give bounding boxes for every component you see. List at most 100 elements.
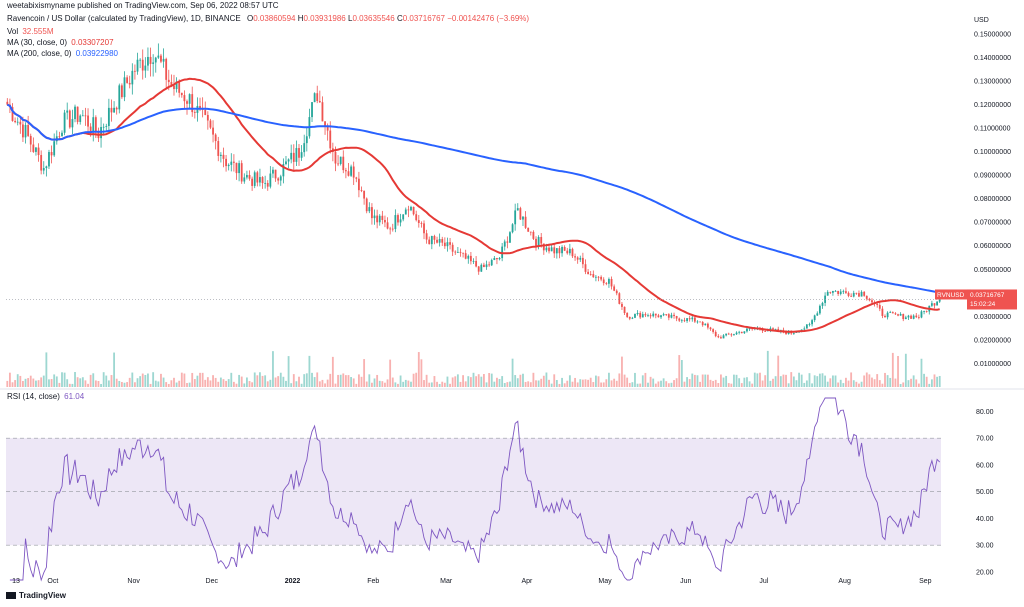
symbol-title[interactable]: Ravencoin / US Dollar (calculated by Tra… — [7, 14, 241, 23]
candle-body — [735, 332, 738, 335]
volume-bar — [488, 373, 491, 387]
candlesticks — [6, 43, 941, 339]
volume-bar — [501, 376, 504, 387]
price-tick-label: 0.15000000 — [974, 31, 1011, 38]
candle-body — [764, 331, 767, 332]
volume-bar — [115, 378, 118, 387]
open-label: O — [246, 14, 254, 23]
volume-bar — [675, 378, 678, 387]
candle-body — [256, 172, 259, 183]
candle-body — [126, 77, 129, 83]
candle-body — [29, 135, 32, 145]
candle-body — [574, 256, 576, 258]
tradingview-logo[interactable]: TradingView — [6, 591, 66, 601]
candle-body — [714, 331, 717, 337]
volume-bar — [483, 374, 485, 387]
candle-body — [532, 231, 535, 239]
volume-bar — [415, 372, 418, 387]
candle-body — [839, 291, 842, 294]
vol-legend[interactable]: Vol 32.555M — [7, 27, 54, 37]
candle-body — [144, 65, 147, 71]
volume-bar — [850, 372, 853, 387]
candle-body — [287, 159, 290, 162]
ma30-legend[interactable]: MA (30, close, 0) 0.03307207 — [7, 38, 114, 48]
volume-bar — [313, 377, 316, 387]
volume-bar — [342, 373, 345, 387]
candle-body — [235, 162, 238, 174]
volume-bar — [714, 379, 717, 387]
date-tick-label: Jul — [759, 578, 768, 585]
volume-bar — [35, 380, 37, 387]
ma200-legend[interactable]: MA (200, close, 0) 0.03922980 — [7, 49, 118, 59]
volume-bar — [709, 379, 712, 387]
volume-bar — [290, 383, 293, 387]
volume-bar — [178, 380, 181, 387]
candle-body — [48, 152, 50, 167]
candle-body — [188, 94, 191, 104]
volume-bar — [248, 381, 251, 387]
low-value: 0.03635546 — [352, 14, 395, 23]
candle-body — [178, 81, 181, 93]
candle-body — [175, 81, 178, 90]
candle-body — [881, 308, 884, 316]
candle-body — [691, 317, 694, 320]
candle-body — [66, 110, 69, 113]
candle-body — [412, 206, 415, 215]
candle-body — [74, 106, 76, 120]
candle-body — [524, 216, 527, 228]
price-tick-label: 0.01000000 — [974, 361, 1011, 368]
volume-bar — [84, 380, 87, 387]
volume-bar — [608, 372, 610, 387]
volume-bar — [246, 377, 248, 387]
candle-body — [410, 206, 412, 211]
candle-body — [847, 292, 850, 296]
candle-body — [397, 215, 399, 223]
candle-body — [496, 257, 498, 260]
candle-body — [425, 233, 428, 240]
date-tick-label: 13 — [12, 578, 20, 585]
volume-bar — [647, 382, 649, 387]
candle-body — [399, 219, 402, 223]
volume-bar — [240, 376, 243, 387]
volume-bar — [597, 376, 600, 387]
volume-bar — [74, 372, 76, 387]
volume-bar — [141, 373, 144, 387]
candle-body — [212, 127, 214, 135]
rsi-legend[interactable]: RSI (14, close) 61.04 — [7, 392, 84, 402]
volume-bar — [45, 352, 48, 387]
volume-bar — [344, 375, 347, 387]
volume-bar — [339, 374, 342, 387]
volume-bar — [89, 374, 92, 387]
candle-body — [261, 177, 264, 184]
volume-bar — [628, 382, 631, 387]
candle-body — [451, 244, 454, 252]
volume-bar — [183, 373, 186, 387]
candle-body — [665, 314, 668, 315]
candle-body — [568, 248, 571, 254]
volume-bar — [217, 381, 220, 387]
volume-bar — [548, 379, 550, 387]
volume-bar — [542, 375, 545, 387]
rsi-tick-label: 40.00 — [976, 516, 994, 523]
volume-bar — [477, 374, 480, 387]
volume-bar — [326, 379, 329, 387]
volume-bar — [230, 372, 233, 387]
candle-body — [209, 120, 212, 128]
volume-bar — [496, 377, 498, 387]
candle-body — [740, 331, 743, 334]
candle-body — [610, 278, 613, 287]
candle-body — [621, 303, 623, 307]
volume-bar — [792, 376, 795, 387]
vol-label: Vol — [7, 27, 19, 36]
candle-body — [670, 314, 673, 318]
candle-body — [587, 271, 590, 275]
volume-bar — [259, 372, 261, 387]
volume-bar — [725, 375, 728, 387]
volume-bar — [818, 373, 821, 387]
candle-body — [858, 293, 860, 297]
candle-body — [589, 274, 592, 275]
volume-bar — [748, 381, 751, 387]
candle-body — [834, 290, 837, 292]
candle-body — [219, 154, 222, 156]
